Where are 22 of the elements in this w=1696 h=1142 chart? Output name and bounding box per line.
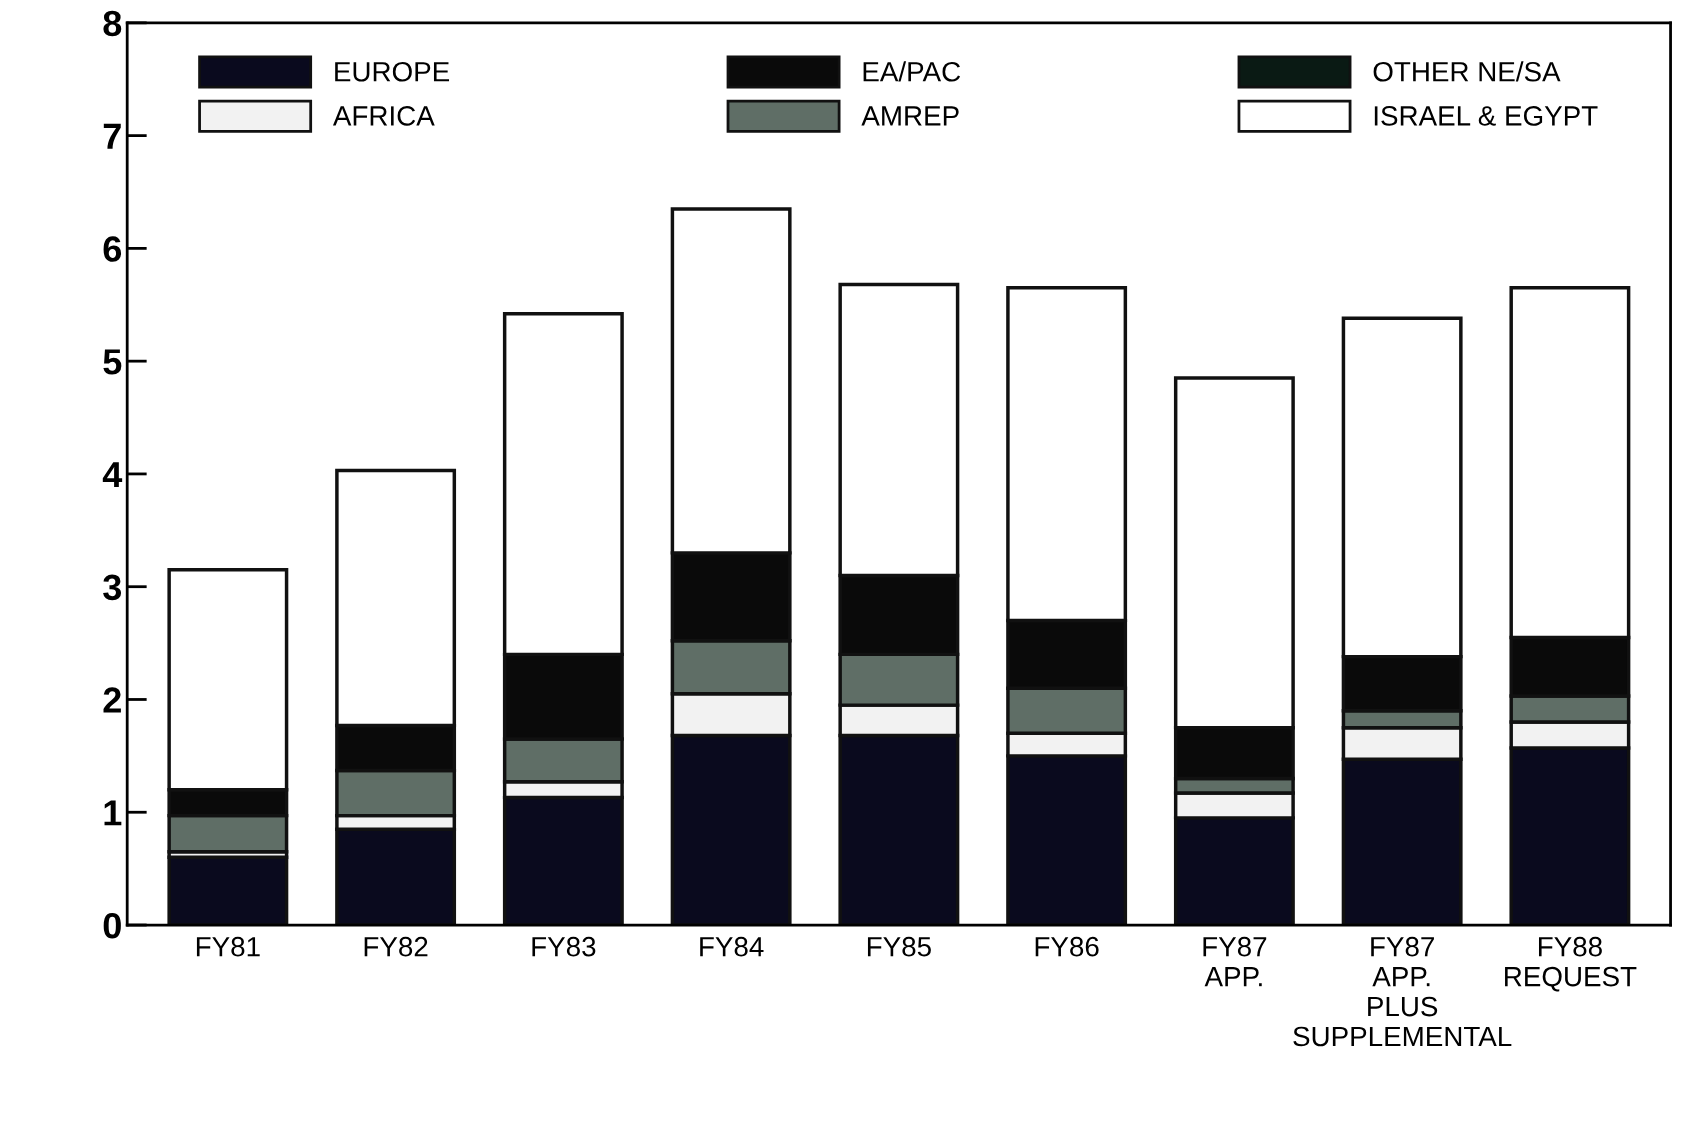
legend-label: EUROPE (335, 61, 450, 82)
y-tick-label: 1 (104, 800, 122, 826)
x-tick-label: FY86 (1035, 936, 1099, 957)
legend-label: ISRAEL & EGYPT (1374, 106, 1598, 126)
legend-label: AFRICA (332, 106, 435, 126)
y-tick-label: 5 (103, 349, 122, 375)
x-tick-label: FY84 (700, 936, 764, 957)
x-tick-label: FY85 (867, 936, 931, 957)
x-tick-label: FY82 (364, 936, 428, 957)
y-tick-label: 0 (103, 912, 121, 939)
x-tick-label: FY83 (532, 936, 596, 957)
legend-label: AMREP (861, 106, 959, 126)
y-tick-label: 4 (102, 462, 123, 488)
legend-label: EA/PAC (863, 61, 961, 82)
legend-label: OTHER NE/SA (1373, 61, 1561, 82)
x-tick-label: FY87 APP. (1203, 936, 1267, 987)
x-tick-label: FY81 (196, 936, 260, 957)
y-tick-label: 3 (103, 574, 122, 601)
y-tick-label: 8 (103, 10, 122, 37)
y-tick-label: 7 (103, 123, 121, 149)
y-tick-label: 2 (103, 687, 121, 713)
y-tick-label: 6 (103, 236, 122, 262)
